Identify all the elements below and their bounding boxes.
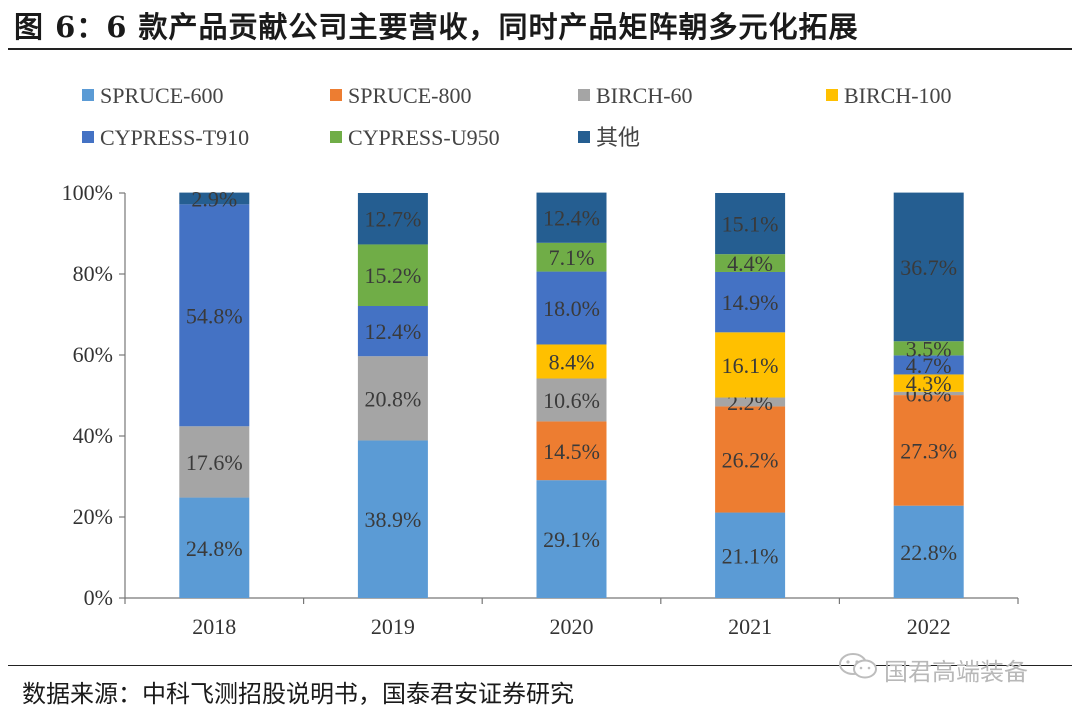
- legend-label: SPRUCE-800: [348, 83, 471, 108]
- bar-segment: [536, 344, 607, 379]
- watermark: 国君高端装备: [838, 651, 1028, 687]
- legend-swatch: [578, 89, 590, 101]
- bar-data-label: 7.1%: [549, 245, 595, 270]
- bar-segment: [893, 341, 964, 356]
- bar-data-label: 20.8%: [364, 386, 421, 411]
- bar-segment: [536, 271, 607, 345]
- bar-segment: [893, 374, 964, 392]
- legend-swatch: [82, 89, 94, 101]
- y-tick-label: 60%: [73, 342, 113, 367]
- bar-segment: [536, 192, 607, 243]
- bar-segment: [893, 355, 964, 375]
- bar-segment: [179, 426, 250, 498]
- bar-data-label: 12.7%: [364, 207, 421, 232]
- legend-swatch: [826, 89, 838, 101]
- stacked-bar-chart: SPRUCE-600 SPRUCE-800 BIRCH-60 BIRCH-100 CYP…: [62, 83, 1019, 639]
- legend-swatch: [578, 131, 590, 143]
- bar-segment: [893, 395, 964, 506]
- x-tick-label: 2022: [907, 614, 951, 639]
- bar-segment: [536, 378, 607, 422]
- bar-segment: [893, 391, 964, 396]
- wechat-icon: [838, 651, 878, 687]
- bar-data-label: 14.5%: [543, 439, 600, 464]
- bar-data-label: 12.4%: [543, 206, 600, 231]
- legend-label: BIRCH-100: [844, 83, 952, 108]
- x-tick-label: 2020: [550, 614, 594, 639]
- bar-segment: [357, 356, 428, 441]
- source-note: 数据来源：中科飞测招股说明书，国泰君安证券研究: [22, 680, 574, 708]
- bar-segment: [536, 480, 607, 598]
- legend-label: SPRUCE-600: [100, 83, 223, 108]
- bar-data-label: 21.1%: [722, 543, 779, 568]
- bar-data-label: 4.3%: [906, 371, 952, 396]
- bar-data-label: 27.3%: [900, 438, 957, 463]
- bar-data-label: 54.8%: [186, 303, 243, 328]
- bar-segment: [357, 244, 428, 306]
- x-tick-label: 2019: [371, 614, 415, 639]
- bar-segment: [715, 406, 786, 513]
- bar-data-label: 15.2%: [364, 263, 421, 288]
- title-divider: [8, 48, 1072, 50]
- bar-data-label: 17.6%: [186, 450, 243, 475]
- bar-segment: [179, 192, 250, 205]
- y-tick-label: 80%: [73, 261, 113, 286]
- bar-segment: [357, 193, 428, 245]
- y-tick-label: 20%: [73, 504, 113, 529]
- bar-segment: [179, 204, 250, 427]
- bar-data-label: 12.4%: [364, 319, 421, 344]
- bar-segment: [715, 397, 786, 407]
- legend-label: CYPRESS-U950: [348, 125, 500, 150]
- legend-swatch: [330, 89, 342, 101]
- legend-label: CYPRESS-T910: [100, 125, 249, 150]
- bar-data-label: 38.9%: [364, 507, 421, 532]
- bar-segment: [715, 271, 786, 333]
- x-tick-label: 2021: [728, 614, 772, 639]
- bar-data-label: 14.9%: [722, 290, 779, 315]
- bar-data-label: 4.4%: [727, 251, 773, 276]
- bar-data-label: 10.6%: [543, 388, 600, 413]
- bar-segment: [715, 193, 786, 255]
- legend-swatch: [330, 131, 342, 143]
- bar-segment: [715, 254, 786, 272]
- y-tick-label: 100%: [62, 180, 113, 205]
- bar-data-label: 36.7%: [900, 255, 957, 280]
- bar-data-label: 29.1%: [543, 527, 600, 552]
- bar-segment: [536, 242, 607, 272]
- bar-data-label: 18.0%: [543, 296, 600, 321]
- bar-data-label: 26.2%: [722, 447, 779, 472]
- legend-swatch: [82, 131, 94, 143]
- bar-data-label: 8.4%: [549, 349, 595, 374]
- legend-label: 其他: [596, 125, 640, 150]
- footer-divider: [8, 665, 1072, 666]
- bar-data-label: 15.1%: [722, 212, 779, 237]
- bar-segment: [715, 512, 786, 598]
- bar-segment: [357, 440, 428, 598]
- bar-segment: [893, 192, 964, 342]
- bar-segment: [357, 305, 428, 357]
- bar-data-label: 24.8%: [186, 536, 243, 561]
- figure-title: 图 6：6 款产品贡献公司主要营收，同时产品矩阵朝多元化拓展: [14, 10, 859, 44]
- y-tick-label: 40%: [73, 423, 113, 448]
- bar-data-label: 16.1%: [722, 353, 779, 378]
- legend-label: BIRCH-60: [596, 83, 693, 108]
- bar-segment: [715, 332, 786, 398]
- bar-segment: [179, 497, 250, 598]
- bar-segment: [536, 421, 607, 481]
- bar-data-label: 4.7%: [906, 353, 952, 378]
- x-tick-label: 2018: [192, 614, 236, 639]
- bar-data-label: 22.8%: [900, 540, 957, 565]
- bar-data-label: 2.9%: [191, 186, 237, 211]
- bar-segment: [893, 505, 964, 598]
- watermark-text: 国君高端装备: [884, 657, 1028, 686]
- y-tick-label: 0%: [84, 585, 113, 610]
